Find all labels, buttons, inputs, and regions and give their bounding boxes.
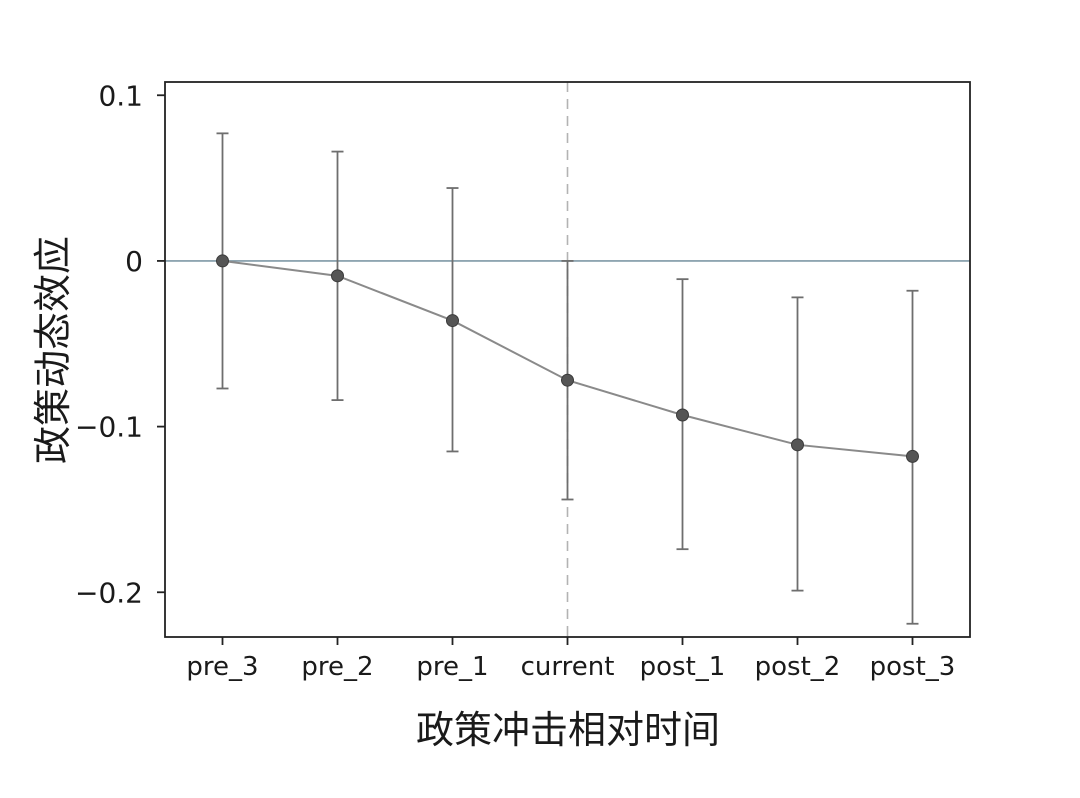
- x-tick-label-post_3: post_3: [870, 652, 956, 682]
- y-tick-label-2: −0.1: [75, 411, 143, 444]
- point-post_1: [676, 408, 689, 422]
- y-tick-label-1: 0: [125, 245, 143, 278]
- point-post_3: [906, 449, 919, 463]
- point-current: [561, 373, 574, 387]
- x-tick-label-pre_2: pre_2: [301, 652, 373, 682]
- y-tick-label-0: 0.1: [98, 79, 143, 112]
- x-axis-title: 政策冲击相对时间: [416, 708, 720, 752]
- point-pre_2: [331, 269, 344, 283]
- x-tick-label-post_2: post_2: [755, 652, 841, 682]
- point-pre_1: [446, 314, 459, 328]
- point-pre_3: [216, 254, 229, 268]
- plot-layer: 0.1 0 −0.1 −0.2 pre_3 pre_2 pre_1 current post_1…: [75, 79, 971, 682]
- y-axis-title: 政策动态效应: [31, 236, 75, 464]
- x-tick-label-pre_3: pre_3: [186, 652, 258, 682]
- x-tick-label-current: current: [521, 652, 615, 682]
- y-tick-label-3: −0.2: [75, 576, 143, 609]
- point-post_2: [791, 438, 804, 452]
- x-tick-label-post_1: post_1: [640, 652, 726, 682]
- x-tick-label-pre_1: pre_1: [416, 652, 488, 682]
